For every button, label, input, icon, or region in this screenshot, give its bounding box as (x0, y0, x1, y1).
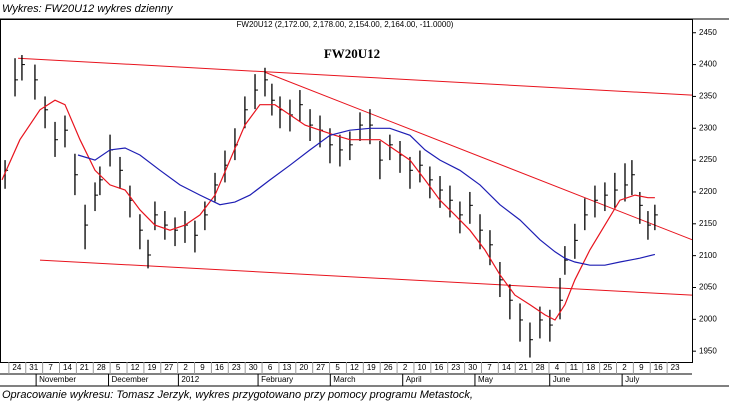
y-tick-label: 2000 (699, 314, 717, 323)
x-tick-label: 7 (487, 363, 492, 372)
x-tick-label: 14 (502, 363, 511, 372)
x-tick-label: 2 (622, 363, 627, 372)
y-tick-label: 2300 (699, 123, 717, 132)
x-tick-label: 16 (215, 363, 224, 372)
x-tick-label: 30 (468, 363, 477, 372)
y-tick-label: 1950 (699, 346, 717, 355)
x-tick-label: 27 (316, 363, 325, 372)
y-tick-label: 2200 (699, 187, 717, 196)
x-tick-label: 21 (519, 363, 528, 372)
trend-line (18, 57, 693, 96)
x-tick-label: 31 (29, 363, 38, 372)
footer-text: Opracowanie wykresu: Tomasz Jerzyk, wykr… (2, 389, 473, 401)
x-tick-label: 18 (586, 363, 595, 372)
month-label: May (478, 375, 493, 384)
y-tick-label: 2100 (699, 251, 717, 260)
page-title: Wykres: FW20U12 wykres dzienny (2, 3, 174, 15)
month-label: February (261, 375, 293, 384)
x-tick-label: 7 (48, 363, 53, 372)
month-label: March (333, 375, 355, 384)
x-tick-label: 26 (384, 363, 393, 372)
x-tick-label: 20 (299, 363, 308, 372)
x-tick-label: 5 (116, 363, 121, 372)
y-tick-label: 2150 (699, 219, 717, 228)
x-tick-label: 27 (164, 363, 173, 372)
x-tick-label: 11 (570, 363, 579, 372)
moving-average (1, 99, 655, 321)
y-tick-label: 2250 (699, 155, 717, 164)
x-tick-label: 9 (639, 363, 644, 372)
x-tick-label: 2 (403, 363, 408, 372)
month-label: June (553, 375, 571, 384)
x-tick-label: 4 (555, 363, 560, 372)
moving-average (77, 127, 656, 266)
x-tick-label: 28 (536, 363, 545, 372)
x-tick-label: 23 (671, 363, 680, 372)
x-tick-label: 23 (451, 363, 460, 372)
x-tick-label: 19 (147, 363, 156, 372)
x-tick-label: 30 (249, 363, 258, 372)
x-tick-label: 12 (131, 363, 140, 372)
x-tick-label: 2 (183, 363, 188, 372)
plot-frame (0, 19, 693, 363)
month-label: April (406, 375, 422, 384)
month-label: December (112, 375, 149, 384)
x-tick-label: 16 (654, 363, 663, 372)
x-tick-label: 10 (417, 363, 426, 372)
chart-title: FW20U12 (324, 46, 380, 61)
trend-line (264, 71, 693, 241)
x-tick-label: 25 (603, 363, 612, 372)
x-tick-label: 21 (80, 363, 89, 372)
x-tick-label: 6 (268, 363, 273, 372)
y-tick-label: 2450 (699, 28, 717, 37)
y-tick-label: 2350 (699, 92, 717, 101)
chart-subtitle: FW20U12 (2,172.00, 2,178.00, 2,154.00, 2… (237, 20, 454, 29)
x-tick-label: 5 (335, 363, 340, 372)
x-tick-label: 19 (367, 363, 376, 372)
x-tick-label: 14 (63, 363, 72, 372)
x-tick-label: 23 (232, 363, 241, 372)
month-label: July (625, 375, 639, 384)
x-tick-label: 9 (200, 363, 205, 372)
x-tick-label: 13 (282, 363, 291, 372)
month-label: 2012 (181, 375, 199, 384)
x-tick-label: 28 (97, 363, 106, 372)
y-tick-label: 2050 (699, 283, 717, 292)
x-tick-label: 12 (350, 363, 359, 372)
month-label: November (39, 375, 76, 384)
x-tick-label: 24 (12, 363, 21, 372)
y-tick-label: 2400 (699, 60, 717, 69)
x-tick-label: 16 (434, 363, 443, 372)
